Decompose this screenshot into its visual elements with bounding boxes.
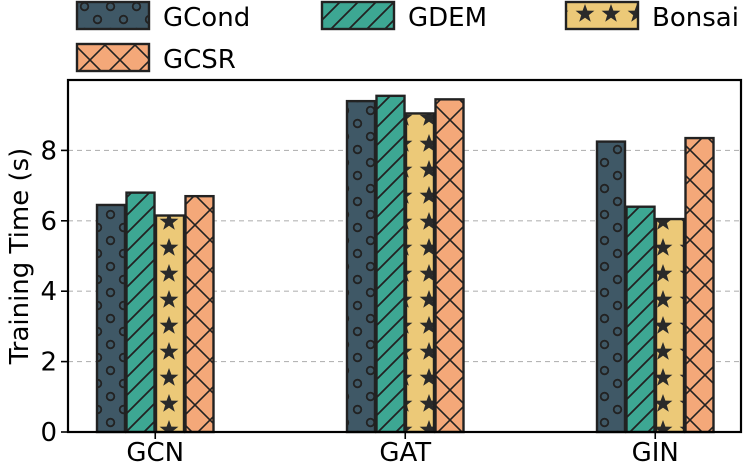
bar-gdem-gin bbox=[625, 205, 656, 434]
legend-swatch-bonsai bbox=[564, 0, 640, 31]
x-tick-label: GIN bbox=[632, 438, 679, 465]
x-tick-label: GCN bbox=[126, 438, 184, 465]
bar-bonsai-gin bbox=[654, 217, 686, 434]
legend-swatch-gcond bbox=[75, 0, 151, 31]
y-axis-ticks: 0 2 4 6 8 bbox=[40, 136, 68, 448]
bar-gcsr-gin bbox=[684, 136, 715, 434]
legend: GCond GDEM Bonsai GCSR bbox=[75, 0, 739, 75]
x-axis-ticks: GCN GAT GIN bbox=[126, 432, 679, 465]
y-tick-label: 2 bbox=[40, 348, 57, 378]
y-axis-label: Training Time (s) bbox=[5, 148, 35, 366]
legend-label-gdem: GDEM bbox=[408, 3, 487, 33]
y-tick-label: 4 bbox=[40, 277, 57, 307]
bar-gcond-gin bbox=[595, 140, 627, 434]
bar-gdem-gat bbox=[375, 94, 406, 434]
bar-gdem-gcn bbox=[125, 191, 156, 434]
legend-label-gcond: GCond bbox=[163, 3, 250, 33]
bar-gcond-gcn bbox=[95, 203, 127, 434]
bar-gcsr-gcn bbox=[184, 194, 215, 434]
bar-gcond-gat bbox=[345, 99, 377, 434]
legend-label-bonsai: Bonsai bbox=[652, 3, 739, 33]
y-tick-label: 0 bbox=[40, 418, 57, 448]
bar-gcsr-gat bbox=[434, 98, 465, 434]
legend-swatch-gdem bbox=[320, 0, 396, 31]
bar-bonsai-gat bbox=[404, 112, 436, 434]
legend-label-gcsr: GCSR bbox=[163, 45, 236, 75]
x-tick-label: GAT bbox=[379, 438, 431, 465]
y-tick-label: 6 bbox=[40, 207, 57, 237]
bars bbox=[95, 94, 715, 434]
y-tick-label: 8 bbox=[40, 136, 57, 166]
bar-bonsai-gcn bbox=[154, 214, 186, 434]
legend-swatch-gcsr bbox=[75, 42, 151, 73]
